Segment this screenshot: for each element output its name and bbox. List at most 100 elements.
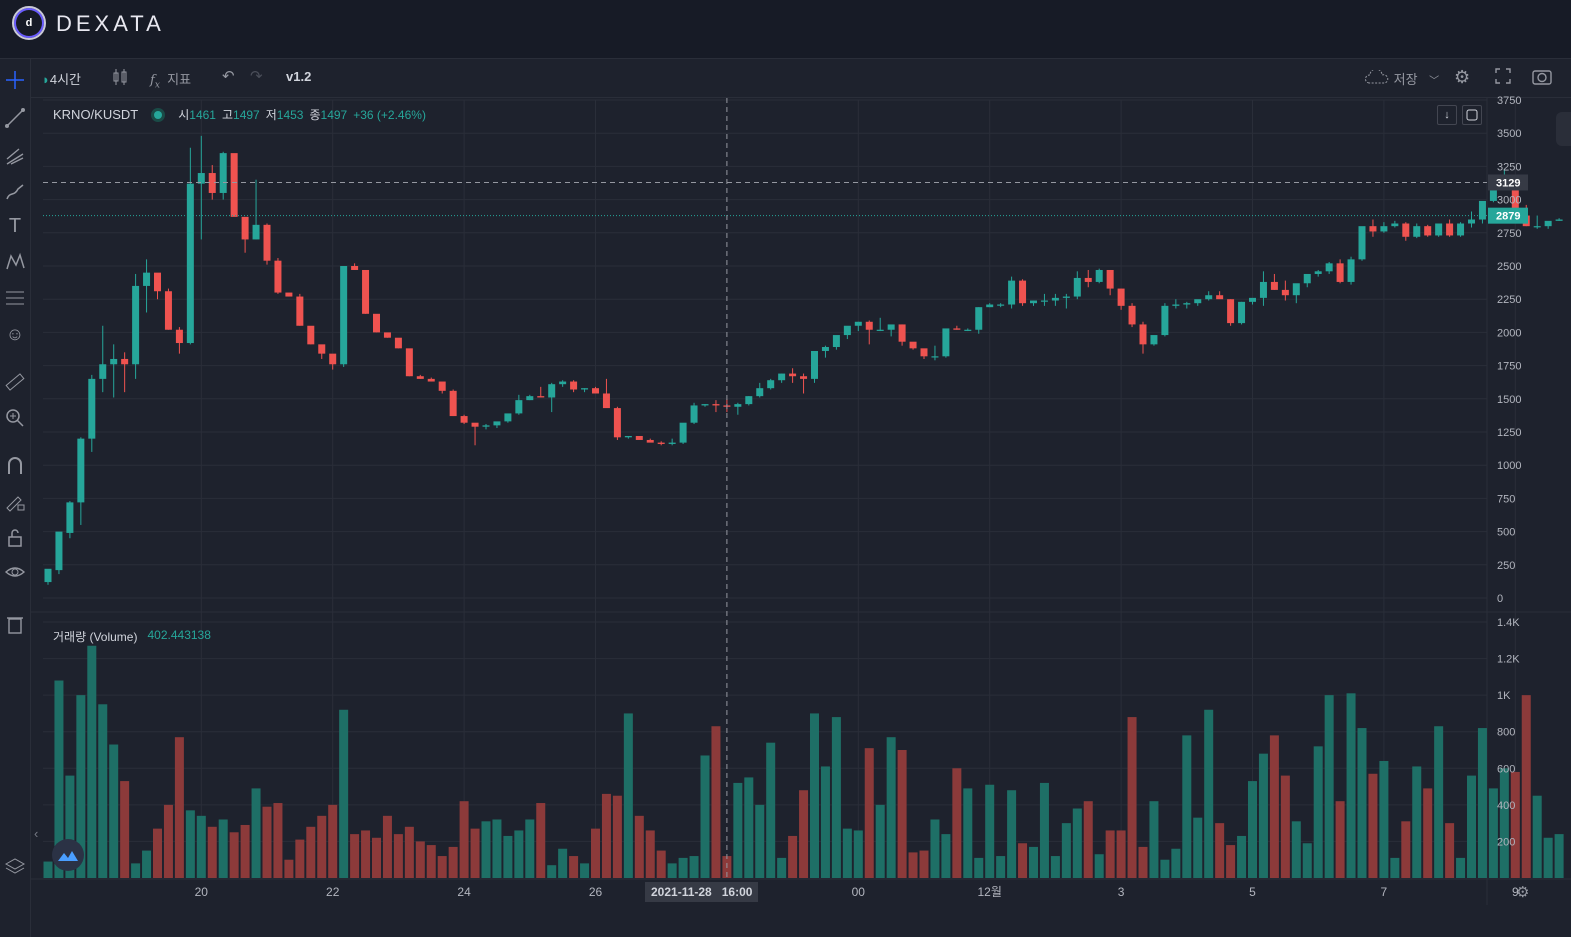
volume-bar [1357,728,1367,878]
volume-bar [766,742,776,878]
fullscreen-icon[interactable] [1494,67,1512,88]
arrow-down-icon[interactable]: ↓ [1437,105,1457,125]
volume-bar [437,856,447,878]
fib-icon[interactable] [4,287,26,309]
candle-body [613,408,621,438]
volume-legend-value: 402.443138 [147,628,211,642]
camera-icon[interactable] [1532,67,1552,88]
zoom-in-icon[interactable] [4,407,26,429]
price-legend: KRNO/KUSDT 시 1461 고 1497 저 1453 종 1497 +36 (… [53,106,426,123]
volume-tick-label: 1.2K [1497,654,1520,666]
candle-body [1424,226,1432,236]
indicators-button[interactable]: fx 지표 [150,69,191,91]
candle-body [1380,226,1388,232]
candle-body [1391,223,1399,227]
candle-body [285,292,293,297]
candle-body [1117,288,1125,306]
volume-bar [185,810,195,878]
volume-tick-label: 400 [1497,800,1515,812]
time-tick-label: 24 [457,885,471,899]
candle-body [898,324,906,342]
crosshair-price-badge [1488,174,1528,191]
volume-bar [481,821,491,878]
interval-selector[interactable]: ◗4시간 [42,72,82,87]
right-panel-toggle[interactable] [1556,112,1571,146]
volume-bar [284,859,294,878]
save-button[interactable]: 저장 ﹀ [1364,68,1439,88]
candle-body [1314,271,1322,274]
price-tick-label: 2750 [1497,228,1521,240]
candle-body [197,173,205,184]
volume-bar [1554,834,1564,878]
lock-icon[interactable] [4,527,26,549]
candle-body [1030,300,1037,304]
volume-bar [1269,735,1279,878]
candle-body [55,531,63,571]
volume-bar [54,680,64,878]
symbol-label[interactable]: KRNO/KUSDT [53,107,139,122]
emoji-icon[interactable]: ☺ [5,324,25,344]
chart-brand-logo-icon[interactable] [52,839,84,871]
indicators-label: 지표 [167,72,192,87]
axis-settings-gear-icon[interactable]: ⚙ [1516,884,1530,901]
time-tick-label: 12월 [978,885,1002,899]
brand-name[interactable]: DEXATA [56,11,165,36]
candle-body [1336,263,1344,282]
volume-bar [1280,775,1290,878]
magnet-icon[interactable] [4,455,26,477]
candle-body [854,321,862,326]
volume-bar [317,815,327,878]
pattern-icon[interactable] [4,251,26,273]
undo-icon[interactable]: ↶ [222,68,235,85]
change-value: +36 (+2.46%) [353,107,426,122]
candle-body [821,347,829,351]
price-tick-label: 750 [1497,493,1515,505]
candle-body [1347,259,1355,282]
volume-bar [76,695,86,878]
volume-bar [1193,817,1203,878]
pitchfork-icon[interactable] [4,145,26,167]
gear-icon[interactable]: ⚙ [1454,67,1471,87]
pencil-lock-icon[interactable] [4,491,26,513]
dexata-logo-icon[interactable]: d [12,6,46,40]
volume-bar [404,826,414,878]
volume-bar [514,830,524,878]
volume-bar [1149,801,1159,878]
candles-icon[interactable] [112,67,128,90]
collapse-chevron-icon[interactable]: ‹ [34,826,39,841]
brush-icon[interactable] [4,181,26,203]
candle-body [767,380,775,389]
price-tick-label: 3250 [1497,161,1521,173]
volume-legend-name[interactable]: 거래량 (Volume) [53,630,138,644]
crosshair-icon[interactable] [4,69,26,91]
eye-icon[interactable] [4,561,26,583]
volume-bar [777,857,787,878]
trash-icon[interactable] [4,613,26,635]
interval-label: 4시간 [49,72,82,87]
close-label: 종 [309,108,321,122]
ruler-icon[interactable] [4,371,26,393]
layers-icon[interactable] [4,855,26,877]
candle-body [427,378,435,382]
candle-body [1533,226,1541,228]
candle-body [208,173,216,193]
candle-body [1468,219,1475,224]
volume-bar [678,857,688,878]
volume-bar [262,806,272,878]
redo-icon[interactable]: ↷ [250,68,263,85]
chart-toolbar: ◗4시간 fx 지표 ↶ ↷ v1.2 저장 ﹀ ⚙ [30,59,1571,98]
trendline-icon[interactable] [4,107,26,129]
volume-bar [612,795,622,878]
volume-bar [1510,771,1520,878]
candle-body [230,153,238,217]
candle-body [373,313,380,333]
text-icon[interactable]: T [8,215,22,237]
volume-tick-label: 800 [1497,727,1515,739]
maximize-pane-icon[interactable] [1462,105,1482,125]
volume-bar [634,815,644,878]
volume-bar [558,848,568,878]
candle-body [1205,295,1213,300]
volume-bar [459,801,469,878]
volume-bar [1346,693,1356,878]
